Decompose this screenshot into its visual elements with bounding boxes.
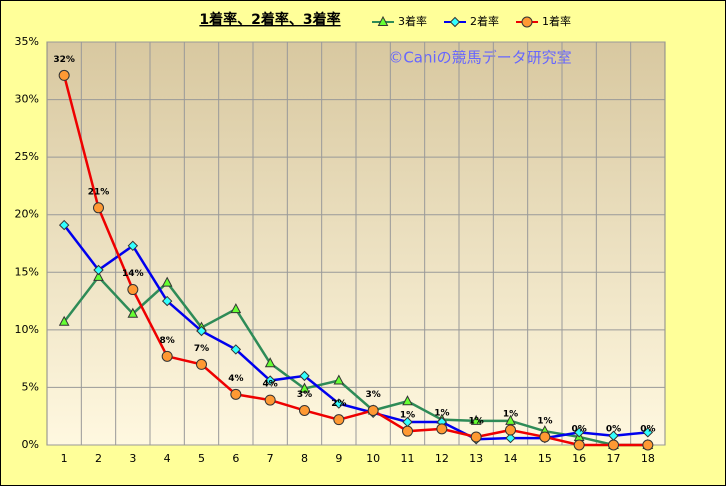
legend-marker <box>521 16 533 28</box>
data-label: 0% <box>572 425 587 435</box>
point <box>608 439 619 451</box>
x-tick-label: 17 <box>607 452 621 465</box>
data-label: 32% <box>53 55 75 65</box>
chart-title: 1着率、2着率、3着率 <box>199 11 340 28</box>
point <box>58 219 70 231</box>
point <box>367 404 379 416</box>
series-line <box>62 75 648 447</box>
x-tick-label: 15 <box>538 452 552 465</box>
point <box>573 427 585 438</box>
x-tick-label: 18 <box>641 452 655 465</box>
point <box>299 382 310 393</box>
point <box>93 202 104 214</box>
point <box>196 325 207 337</box>
point <box>539 431 551 443</box>
point <box>402 395 413 406</box>
point <box>573 439 585 451</box>
point <box>161 295 173 307</box>
point <box>196 358 207 370</box>
point <box>299 404 310 416</box>
x-tick-label: 11 <box>401 452 415 465</box>
point <box>127 240 139 252</box>
legend-label: 3着率 <box>398 14 427 28</box>
data-label: 14% <box>122 269 144 279</box>
data-label: 21% <box>88 187 110 197</box>
point <box>161 276 173 287</box>
point <box>436 423 448 435</box>
legend-label: 1着率 <box>542 14 571 28</box>
point <box>127 307 139 318</box>
series-line <box>63 274 648 447</box>
x-tick-label: 10 <box>366 452 380 465</box>
data-label: 1% <box>503 410 518 420</box>
x-tick-label: 14 <box>504 452 518 465</box>
y-tick-label: 5% <box>22 380 39 393</box>
data-label: 1% <box>469 416 484 426</box>
y-tick-label: 10% <box>15 323 39 336</box>
point <box>264 394 276 406</box>
data-label: 1% <box>400 411 415 421</box>
x-tick-label: 8 <box>301 452 308 465</box>
point <box>505 424 516 436</box>
data-label: 4% <box>263 380 278 390</box>
watermark: ©Caniの競馬データ研究室 <box>388 49 571 67</box>
point <box>93 270 104 281</box>
point <box>333 414 345 426</box>
x-tick-label: 1 <box>61 452 68 465</box>
point <box>264 375 276 386</box>
y-tick-label: 25% <box>15 150 39 163</box>
point <box>161 350 173 362</box>
legend-marker <box>449 16 461 28</box>
point <box>230 388 242 400</box>
point <box>333 398 345 409</box>
y-tick-label: 15% <box>15 265 39 278</box>
point <box>505 432 516 444</box>
data-label: 3% <box>297 390 312 400</box>
x-tick-label: 16 <box>572 452 586 465</box>
data-label: 8% <box>160 336 175 346</box>
data-label: 7% <box>194 344 209 354</box>
x-tick-label: 9 <box>335 452 342 465</box>
point <box>402 425 413 437</box>
data-label: 1% <box>434 408 449 418</box>
x-tick-label: 13 <box>469 452 483 465</box>
point <box>333 374 345 385</box>
x-tick-label: 6 <box>232 452 239 465</box>
point <box>642 439 654 451</box>
data-label: 1% <box>537 416 552 426</box>
data-label: 0% <box>606 425 621 435</box>
legend-marker <box>377 15 389 26</box>
x-tick-label: 4 <box>164 452 171 465</box>
data-label: 2% <box>331 399 346 409</box>
point <box>470 414 482 425</box>
point <box>93 264 104 276</box>
point <box>642 427 654 438</box>
point <box>127 284 139 296</box>
y-tick-label: 0% <box>22 438 39 451</box>
legend-label: 2着率 <box>470 14 499 28</box>
point <box>505 414 516 425</box>
point <box>58 69 70 81</box>
point <box>230 344 242 355</box>
point <box>470 431 482 443</box>
x-tick-label: 7 <box>267 452 274 465</box>
point <box>58 315 70 326</box>
x-tick-label: 12 <box>435 452 449 465</box>
data-label: 3% <box>366 390 381 400</box>
x-tick-label: 3 <box>129 452 136 465</box>
x-tick-label: 5 <box>198 452 205 465</box>
x-tick-label: 2 <box>95 452 102 465</box>
data-label: 4% <box>228 374 243 384</box>
y-tick-label: 30% <box>15 93 39 106</box>
point <box>264 357 276 368</box>
y-tick-label: 35% <box>15 35 39 48</box>
point <box>230 303 242 314</box>
point <box>299 370 310 382</box>
data-label: 0% <box>640 425 655 435</box>
y-tick-label: 20% <box>15 208 39 221</box>
